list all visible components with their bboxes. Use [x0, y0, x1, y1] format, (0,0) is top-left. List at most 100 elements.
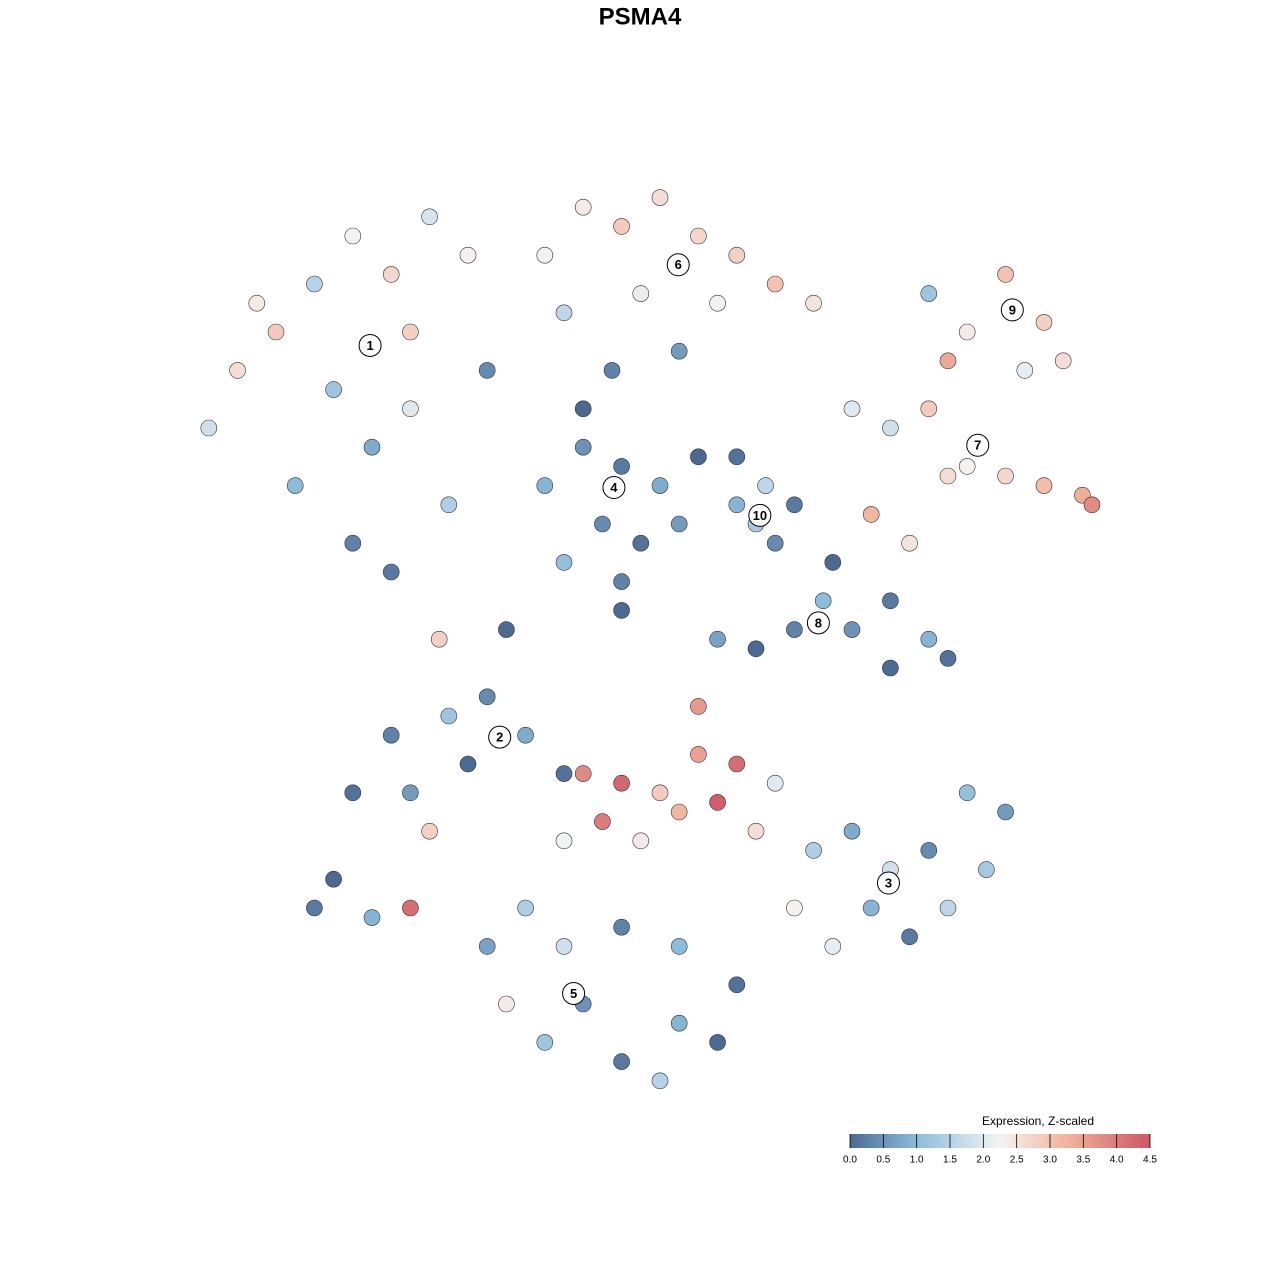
- cell-point: [939, 352, 957, 370]
- cell-point: [574, 198, 592, 216]
- cell-point: [920, 842, 938, 859]
- cell-point: [478, 938, 496, 955]
- colorbar-tick-label: 1.0: [910, 1155, 924, 1166]
- cell-point: [613, 602, 630, 619]
- cell-point: [978, 861, 995, 878]
- cell-point: [613, 918, 630, 936]
- cell-point: [747, 822, 765, 840]
- colorbar-tick-label: 3.0: [1043, 1155, 1057, 1166]
- cell-point: [382, 726, 400, 744]
- cell-point: [901, 534, 918, 552]
- cell-point: [603, 362, 621, 379]
- cluster-label-text: 2: [496, 730, 503, 745]
- cell-point: [613, 774, 630, 792]
- cell-point: [958, 784, 976, 802]
- cell-point: [594, 515, 611, 533]
- cluster-label-badge: [1000, 298, 1024, 322]
- cell-point: [478, 688, 496, 706]
- cell-point: [958, 323, 976, 341]
- cell-point: [939, 650, 957, 667]
- cluster-label-text: 8: [815, 615, 822, 630]
- cluster-label-text: 10: [753, 508, 767, 523]
- cell-point: [555, 938, 573, 955]
- cell-point: [882, 659, 899, 677]
- cluster-label-badge: [488, 725, 512, 749]
- cell-point: [843, 822, 861, 840]
- colorbar-tick-label: 2.5: [1010, 1155, 1024, 1166]
- colorbar-tick-label: 4.5: [1143, 1155, 1157, 1166]
- cluster-label-text: 7: [974, 438, 981, 453]
- cell-point: [757, 477, 774, 494]
- cell-point: [805, 842, 822, 859]
- cell-point: [440, 496, 458, 514]
- cell-point: [536, 1034, 554, 1051]
- cell-point: [325, 870, 342, 888]
- cell-point: [1035, 477, 1053, 494]
- cluster-label-text: 1: [366, 338, 373, 353]
- cell-point: [286, 477, 304, 494]
- cell-point: [229, 362, 246, 379]
- cell-point: [421, 208, 438, 226]
- cell-point: [344, 784, 362, 802]
- cell-point: [382, 563, 400, 581]
- cell-point: [459, 755, 477, 773]
- cell-point: [920, 400, 938, 418]
- cell-point: [430, 630, 448, 648]
- cell-point: [651, 477, 669, 494]
- cell-point: [555, 304, 573, 322]
- cell-point: [728, 246, 746, 264]
- cell-point: [632, 534, 650, 552]
- cell-point: [939, 899, 957, 917]
- cell-point: [363, 438, 381, 456]
- cell-point: [670, 515, 688, 533]
- cluster-label-text: 4: [610, 480, 618, 495]
- cell-point: [1016, 362, 1034, 379]
- cell-point: [920, 285, 938, 302]
- colorbar-tick-label: 2.0: [976, 1155, 990, 1166]
- cell-point: [670, 1014, 688, 1032]
- cluster-label-badge: [562, 981, 586, 1005]
- cluster-label-badge: [358, 333, 382, 357]
- cell-point: [805, 294, 822, 312]
- cell-point: [1054, 352, 1072, 370]
- cell-point: [997, 266, 1014, 283]
- cell-point: [306, 275, 323, 293]
- cell-point: [766, 774, 784, 792]
- cell-point: [459, 246, 477, 264]
- colorbar-tick-label: 0.5: [876, 1155, 890, 1166]
- cell-point: [363, 909, 381, 926]
- cluster-label: 2: [488, 725, 512, 749]
- cell-point: [517, 726, 534, 744]
- cluster-label: 7: [966, 433, 990, 457]
- cell-point: [325, 381, 342, 398]
- cell-point: [267, 323, 285, 341]
- colorbar-title: Expression, Z-scaled: [982, 1114, 1094, 1128]
- cell-point: [670, 342, 688, 360]
- cell-point: [728, 496, 746, 514]
- cell-point: [824, 554, 842, 571]
- cell-point: [766, 275, 784, 293]
- cell-point: [498, 621, 515, 638]
- cell-point: [382, 266, 400, 283]
- cell-point: [709, 630, 726, 648]
- cell-point: [248, 294, 266, 312]
- cell-point: [613, 218, 630, 235]
- cell-point: [651, 784, 669, 802]
- cluster-label-badge: [748, 503, 772, 527]
- cluster-label: 9: [1000, 298, 1024, 322]
- cell-point: [555, 832, 573, 850]
- cell-point: [920, 630, 938, 648]
- cell-point: [997, 467, 1014, 485]
- cell-point: [574, 765, 592, 782]
- colorbar-tick-label: 4.0: [1110, 1155, 1124, 1166]
- cluster-label-text: 6: [675, 257, 682, 272]
- cell-point: [709, 794, 726, 811]
- cell-point: [786, 899, 803, 917]
- cluster-label-badge: [876, 871, 900, 895]
- cell-point: [824, 938, 842, 955]
- cell-point: [843, 621, 861, 638]
- cluster-label-text: 9: [1009, 302, 1016, 317]
- cell-point: [670, 803, 688, 821]
- cell-point: [690, 227, 707, 245]
